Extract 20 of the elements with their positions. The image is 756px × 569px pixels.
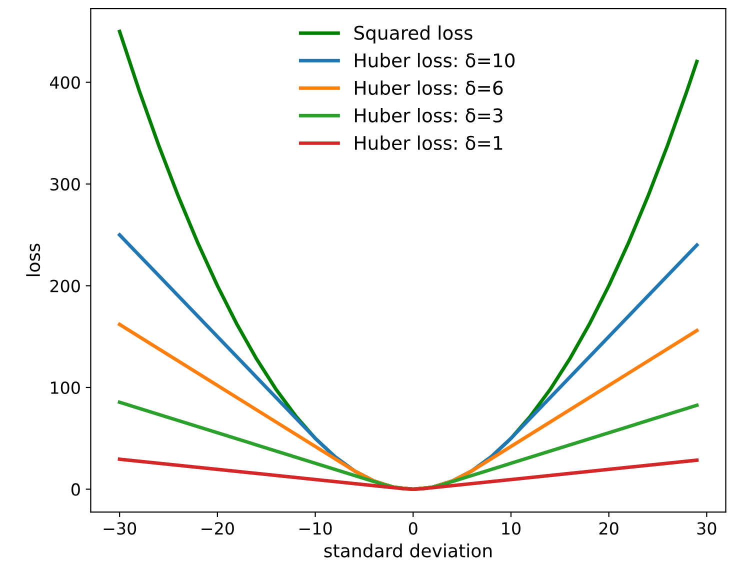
legend-label: Huber loss: δ=1 bbox=[355, 135, 502, 150]
line-series bbox=[118, 457, 699, 491]
legend-label: Squared loss bbox=[354, 25, 472, 44]
x-tick-label: 30 bbox=[697, 522, 716, 535]
x-tick-label: −30 bbox=[104, 522, 136, 535]
x-tick-label: −20 bbox=[202, 522, 234, 535]
y-tick-label: 100 bbox=[51, 381, 80, 394]
y-tick-label: 300 bbox=[50, 178, 80, 191]
x-tick-label: 0 bbox=[408, 522, 418, 535]
x-tick-label: 20 bbox=[599, 522, 618, 535]
x-axis-title: standard deviation bbox=[324, 544, 492, 558]
y-tick-label: 0 bbox=[71, 483, 80, 496]
y-tick-label: 200 bbox=[50, 280, 80, 292]
x-tick-label: 10 bbox=[502, 522, 520, 535]
legend-label: Huber loss: δ=10 bbox=[355, 52, 515, 68]
legend-label: Huber loss: δ=3 bbox=[355, 108, 502, 122]
legend-label: Huber loss: δ=6 bbox=[355, 80, 503, 95]
y-axis-title: loss bbox=[26, 244, 40, 276]
y-tick-label: 400 bbox=[50, 76, 80, 89]
x-tick-label: −10 bbox=[299, 522, 332, 535]
